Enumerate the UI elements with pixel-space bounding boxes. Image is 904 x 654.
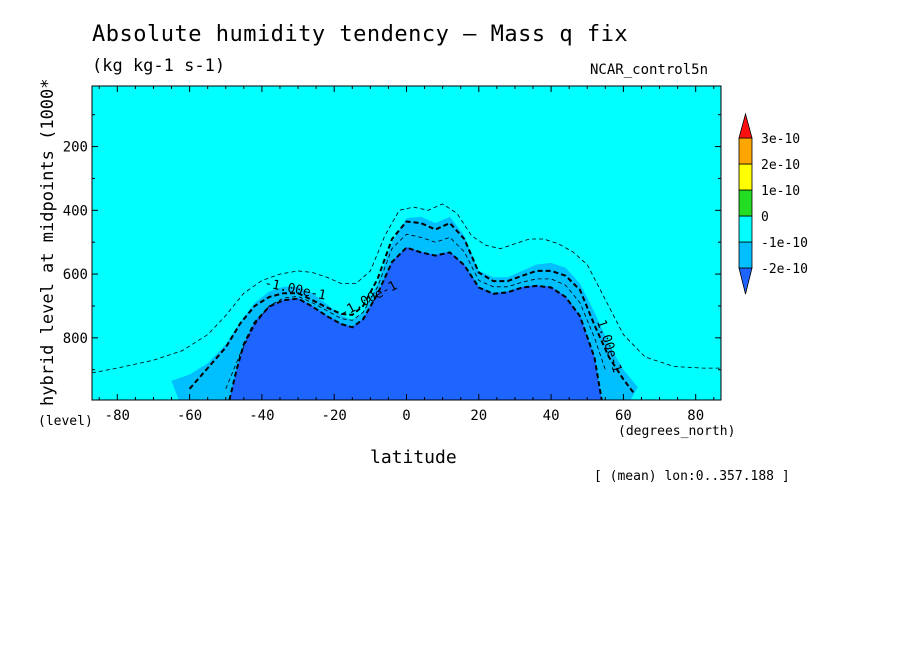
contour-line-2 (228, 246, 603, 400)
colorbar-box (738, 215, 753, 243)
colorbar-box (738, 189, 753, 217)
colorbar-tick-label: 3e-10 (761, 132, 800, 147)
x-axis-units: (degrees_north) (618, 424, 736, 439)
x-tick-label: -40 (249, 408, 274, 424)
colorbar-box (738, 163, 753, 191)
colorbar-tick-label: -1e-10 (761, 236, 808, 251)
x-tick-label: 80 (687, 408, 704, 424)
y-tick-label: 400 (63, 203, 88, 219)
y-tick-label: 600 (63, 267, 88, 283)
y-tick-label: 800 (63, 331, 88, 347)
colorbar-box (738, 137, 753, 165)
x-tick-label: 0 (402, 408, 410, 424)
colorbar-tick-label: 1e-10 (761, 184, 800, 199)
colorbar-lower-extension (738, 267, 753, 295)
x-tick-label: 60 (615, 408, 632, 424)
x-tick-label: 40 (543, 408, 560, 424)
x-tick-label: -60 (177, 408, 202, 424)
x-axis-label: latitude (370, 447, 457, 468)
colorbar-tick-label: 2e-10 (761, 158, 800, 173)
chart-title: Absolute humidity tendency — Mass q fix (92, 22, 629, 47)
contour-line-1 (225, 233, 606, 389)
filled-region-1 (229, 247, 602, 400)
colorbar-tick-label: -2e-10 (761, 262, 808, 277)
y-tick-label: 200 (63, 140, 88, 156)
colorbar-box (738, 241, 753, 269)
contour-line-0 (188, 220, 635, 395)
chart-units: (kg kg-1 s-1) (92, 56, 226, 76)
dataset-name: NCAR_control5n (590, 62, 709, 78)
x-tick-label: -20 (322, 408, 347, 424)
x-tick-label: -80 (105, 408, 130, 424)
contour-line-3 (92, 203, 721, 374)
colorbar-upper-extension (738, 112, 753, 139)
averaging-footnote: [ (mean) lon:0..357.188 ] (594, 469, 790, 484)
y-axis-units: (level) (38, 414, 93, 429)
x-tick-label: 20 (470, 408, 487, 424)
colorbar-tick-label: 0 (761, 210, 769, 225)
